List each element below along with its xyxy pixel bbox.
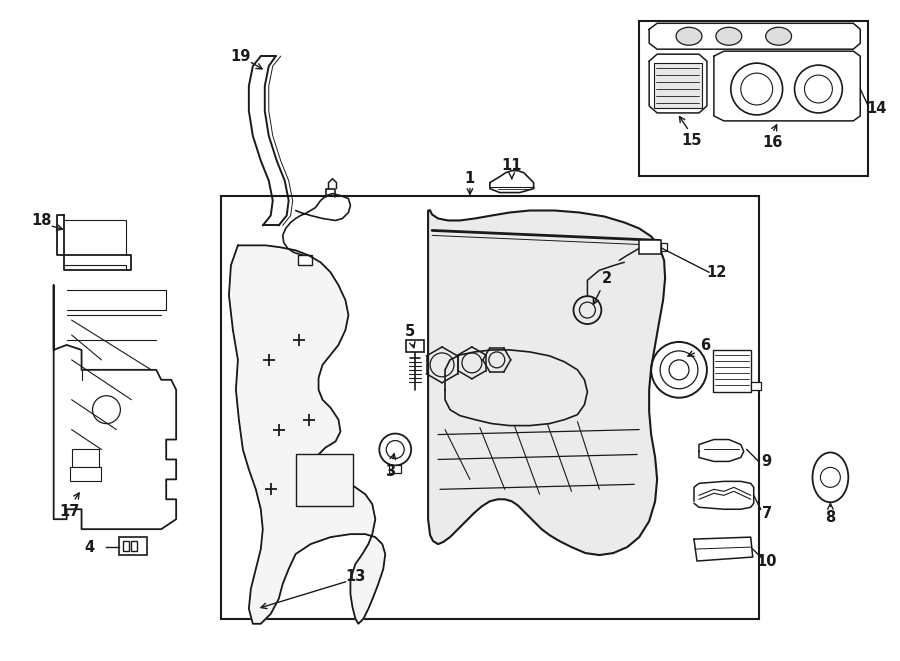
Text: 10: 10 <box>756 553 777 568</box>
Text: 19: 19 <box>230 49 251 63</box>
Text: 17: 17 <box>59 504 80 519</box>
Bar <box>131 541 138 551</box>
Bar <box>69 467 102 481</box>
Text: 16: 16 <box>762 136 783 150</box>
Bar <box>654 63 702 108</box>
Bar <box>713 350 751 392</box>
Text: 2: 2 <box>602 271 612 286</box>
Bar <box>390 465 401 473</box>
Text: 18: 18 <box>32 213 52 228</box>
Bar <box>406 340 424 352</box>
Bar <box>72 449 100 467</box>
Text: 14: 14 <box>866 101 886 116</box>
Text: 11: 11 <box>501 158 522 173</box>
Bar <box>639 21 868 176</box>
Text: 4: 4 <box>85 539 94 555</box>
Text: 5: 5 <box>405 325 415 340</box>
Text: 15: 15 <box>681 134 702 148</box>
Bar <box>639 241 662 254</box>
Bar <box>298 255 311 265</box>
Bar <box>751 382 760 390</box>
Text: 6: 6 <box>700 338 710 354</box>
Bar <box>221 196 759 619</box>
Text: 9: 9 <box>761 454 771 469</box>
Text: 13: 13 <box>346 570 365 584</box>
Ellipse shape <box>676 27 702 45</box>
Ellipse shape <box>813 453 849 502</box>
Bar <box>123 541 130 551</box>
Bar <box>296 455 354 506</box>
Ellipse shape <box>766 27 792 45</box>
Polygon shape <box>428 210 665 555</box>
Text: 8: 8 <box>825 510 835 525</box>
Text: 3: 3 <box>385 464 395 479</box>
Text: 12: 12 <box>706 265 727 280</box>
Polygon shape <box>229 245 385 624</box>
Bar <box>662 243 667 251</box>
Text: 1: 1 <box>464 171 475 186</box>
Bar <box>120 537 148 555</box>
Text: 7: 7 <box>761 506 771 521</box>
Ellipse shape <box>716 27 742 45</box>
